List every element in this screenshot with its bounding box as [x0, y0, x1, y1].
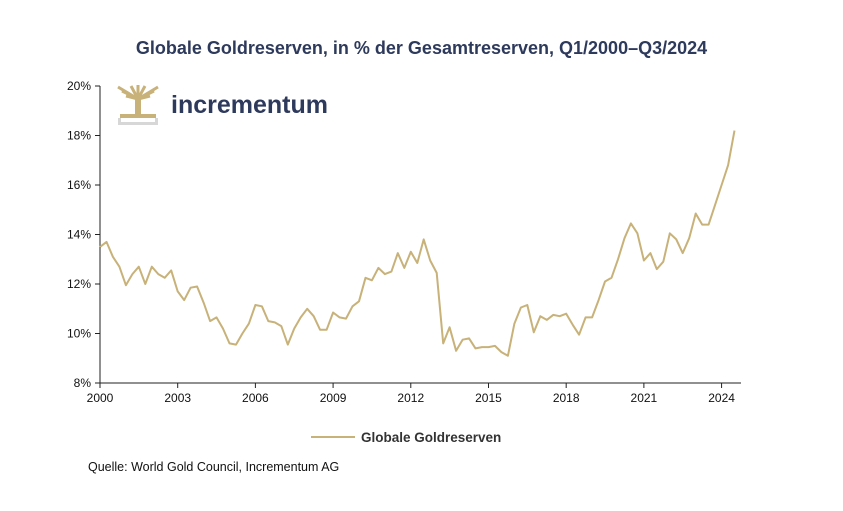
x-tick-label: 2000	[87, 391, 114, 405]
y-tick-label: 10%	[67, 327, 91, 341]
axes	[95, 85, 741, 388]
x-tick-label: 2024	[708, 391, 735, 405]
source-note: Quelle: World Gold Council, Incrementum …	[88, 460, 340, 474]
y-tick-label: 16%	[67, 178, 91, 192]
y-tick-label: 8%	[74, 376, 92, 390]
series-line-globale-goldreserven	[99, 130, 736, 357]
tree-logo-icon	[117, 85, 159, 125]
logo-wordmark: incrementum	[171, 91, 328, 119]
x-tick-label: 2009	[320, 391, 347, 405]
x-tick-label: 2018	[553, 391, 580, 405]
x-tick-label: 2006	[242, 391, 269, 405]
y-tick-label: 18%	[67, 129, 91, 143]
x-tick-label: 2003	[164, 391, 191, 405]
x-tick-label: 2021	[631, 391, 658, 405]
chart-title: Globale Goldreserven, in % der Gesamtres…	[135, 38, 708, 58]
y-tick-label: 14%	[67, 228, 91, 242]
y-tick-label: 20%	[67, 79, 91, 93]
tick-labels: 8% 10% 12% 14% 16% 18% 20% 2000 2003 2006 2009 2012…	[67, 79, 735, 405]
x-tick-label: 2015	[475, 391, 502, 405]
series-layer	[99, 130, 736, 357]
incrementum-logo: incrementum	[117, 85, 328, 125]
x-tick-label: 2012	[397, 391, 424, 405]
legend-label: Globale Goldreserven	[361, 430, 501, 445]
y-tick-label: 12%	[67, 277, 91, 291]
legend: Globale Goldreserven	[311, 430, 501, 445]
